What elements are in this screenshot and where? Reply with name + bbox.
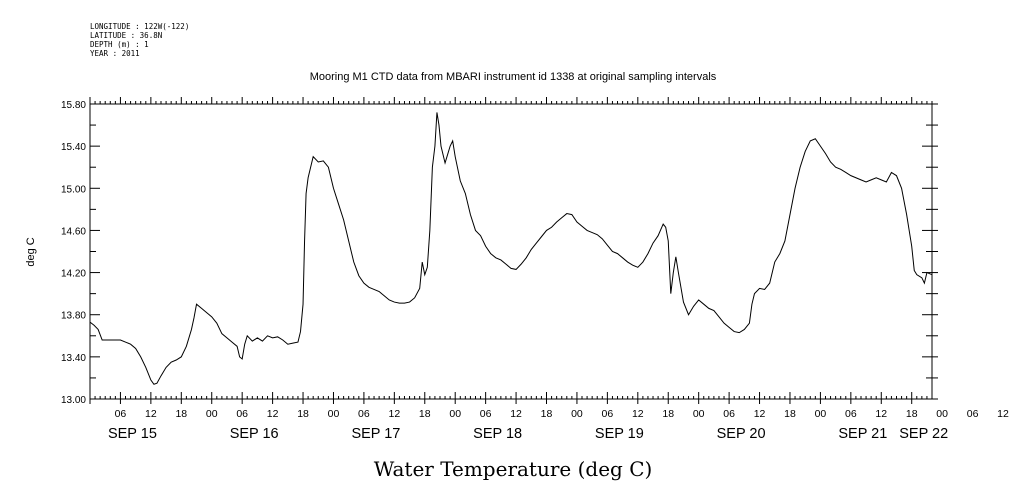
x-hour-tick-label: 18 [175,408,187,420]
x-hour-tick-label: 06 [115,408,127,420]
axis-ticks [89,97,938,404]
x-hour-tick-label: 00 [328,408,340,420]
x-hour-tick-label: 12 [754,408,766,420]
x-hour-tick-label: 12 [875,408,887,420]
x-day-label: SEP 17 [351,426,400,442]
x-hour-tick-label: 00 [936,408,948,420]
y-tick-label: 13.40 [61,353,86,364]
x-hour-tick-label: 18 [784,408,796,420]
x-day-label: SEP 18 [473,426,522,442]
x-day-label: SEP 19 [595,426,644,442]
latitude-label: LATITUDE : 36.8N [90,31,163,40]
x-hour-tick-label: 12 [267,408,279,420]
x-hour-tick-label: 06 [358,408,370,420]
x-day-label: SEP 20 [717,426,766,442]
x-day-labels: SEP 15 SEP 16 SEP 17 SEP 18 SEP 19 SEP 20 SEP … [108,426,948,442]
x-hour-tick-label: 18 [906,408,918,420]
x-hour-tick-label: 06 [967,408,979,420]
x-hour-tick-label: 12 [388,408,400,420]
year-label: YEAR : 2011 [90,49,140,58]
x-hour-tick-label: 18 [297,408,309,420]
x-hour-tick-label: 06 [723,408,735,420]
y-tick-labels: 13.00 13.40 13.80 14.20 14.60 15.00 15.40 15.80 [61,100,86,406]
x-hour-tick-label: 12 [510,408,522,420]
x-hour-tick-label: 00 [815,408,827,420]
plot-frame [89,103,933,400]
y-tick-label: 14.20 [61,269,86,280]
y-tick-label: 15.40 [61,142,86,153]
x-hour-tick-label: 00 [693,408,705,420]
y-tick-label: 15.80 [61,100,86,111]
longitude-label: LONGITUDE : 122W(-122) [90,22,190,31]
y-tick-label: 13.00 [61,395,86,406]
y-axis-label: deg C [25,237,37,266]
x-hour-tick-label: 12 [997,408,1009,420]
x-hour-tick-label: 12 [145,408,157,420]
x-hour-tick-label: 06 [845,408,857,420]
y-tick-label: 15.00 [61,184,86,195]
temperature-series-line [89,112,933,385]
x-hour-tick-labels: 06 12 18 00 06 12 18 00 06 12 18 00 06 12 18 00 06 12 18 00… [115,408,1009,420]
chart-title: Mooring M1 CTD data from MBARI instrumen… [310,71,717,83]
depth-label: DEPTH (m) : 1 [90,40,149,49]
y-tick-label: 14.60 [61,226,86,237]
x-day-label: SEP 22 [899,426,948,442]
x-day-label: SEP 15 [108,426,157,442]
x-hour-tick-label: 00 [571,408,583,420]
x-axis-label: Water Temperature (deg C) [374,457,653,481]
x-day-label: SEP 21 [838,426,887,442]
x-day-label: SEP 16 [230,426,279,442]
y-tick-label: 13.80 [61,311,86,322]
x-hour-tick-label: 00 [449,408,461,420]
x-hour-tick-label: 06 [236,408,248,420]
x-hour-tick-label: 06 [480,408,492,420]
x-hour-tick-label: 18 [541,408,553,420]
x-hour-tick-label: 18 [419,408,431,420]
x-hour-tick-label: 00 [206,408,218,420]
x-hour-tick-label: 18 [662,408,674,420]
x-hour-tick-label: 12 [632,408,644,420]
metadata-block: LONGITUDE : 122W(-122) LATITUDE : 36.8N … [90,22,189,58]
x-hour-tick-label: 06 [602,408,614,420]
